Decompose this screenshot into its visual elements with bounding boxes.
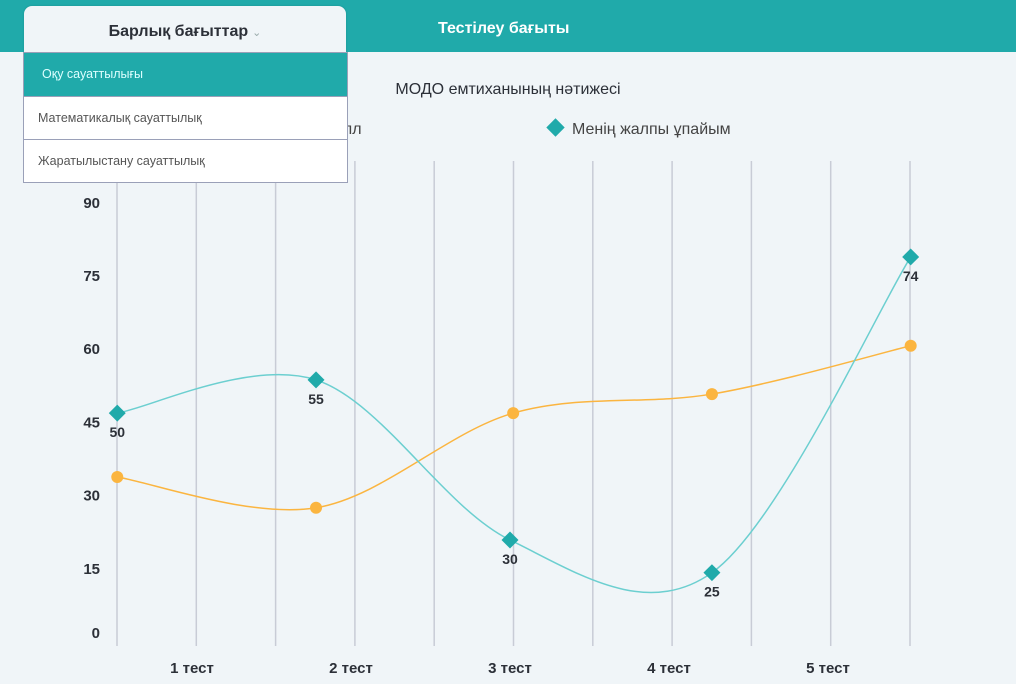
data-point xyxy=(111,471,124,484)
x-tick-label: 4 тест xyxy=(647,660,691,677)
data-point xyxy=(108,404,126,422)
x-tick-label: 1 тест xyxy=(170,660,214,677)
dropdown-label: Барлық бағыттар xyxy=(108,23,249,40)
menu-item-reading[interactable]: Оқу сауаттылығы xyxy=(24,53,347,96)
data-point xyxy=(705,388,718,401)
directions-dropdown[interactable]: Барлық бағыттар ⌄ xyxy=(24,6,346,52)
y-tick-label: 90 xyxy=(83,195,100,212)
x-tick-label: 5 тест xyxy=(806,660,850,677)
data-label: 55 xyxy=(308,391,324,407)
data-label: 74 xyxy=(903,268,919,284)
data-point xyxy=(501,531,519,549)
data-label: 50 xyxy=(109,424,125,440)
data-point xyxy=(507,407,520,420)
data-label: 25 xyxy=(704,584,720,600)
data-point xyxy=(904,339,917,352)
dropdown-menu: Оқу сауаттылығы Математикалық сауаттылық… xyxy=(23,52,348,183)
chart-title: МОДО емтиханының нәтижесі xyxy=(395,81,620,98)
data-point xyxy=(307,371,325,389)
y-tick-label: 0 xyxy=(92,625,100,642)
data-point xyxy=(703,564,721,582)
y-tick-label: 15 xyxy=(83,561,100,578)
y-tick-label: 45 xyxy=(83,414,100,431)
menu-item-math[interactable]: Математикалық сауаттылық xyxy=(24,96,347,139)
legend-diamond-icon xyxy=(546,118,565,137)
chevron-down-icon: ⌄ xyxy=(252,27,262,39)
data-label: 30 xyxy=(502,551,518,567)
tab-title[interactable]: Тестілеу бағыты xyxy=(438,20,570,37)
series-line xyxy=(117,256,912,594)
y-tick-label: 60 xyxy=(83,341,100,358)
data-point xyxy=(310,501,323,514)
y-tick-label: 75 xyxy=(83,268,100,285)
x-tick-label: 3 тест xyxy=(488,660,532,677)
x-tick-label: 2 тест xyxy=(329,660,373,677)
y-tick-label: 30 xyxy=(83,488,100,505)
legend-my-score: Менің жалпы ұпайым xyxy=(572,121,731,138)
data-point xyxy=(902,248,920,266)
menu-item-science[interactable]: Жаратылыстану сауаттылық xyxy=(24,139,347,182)
